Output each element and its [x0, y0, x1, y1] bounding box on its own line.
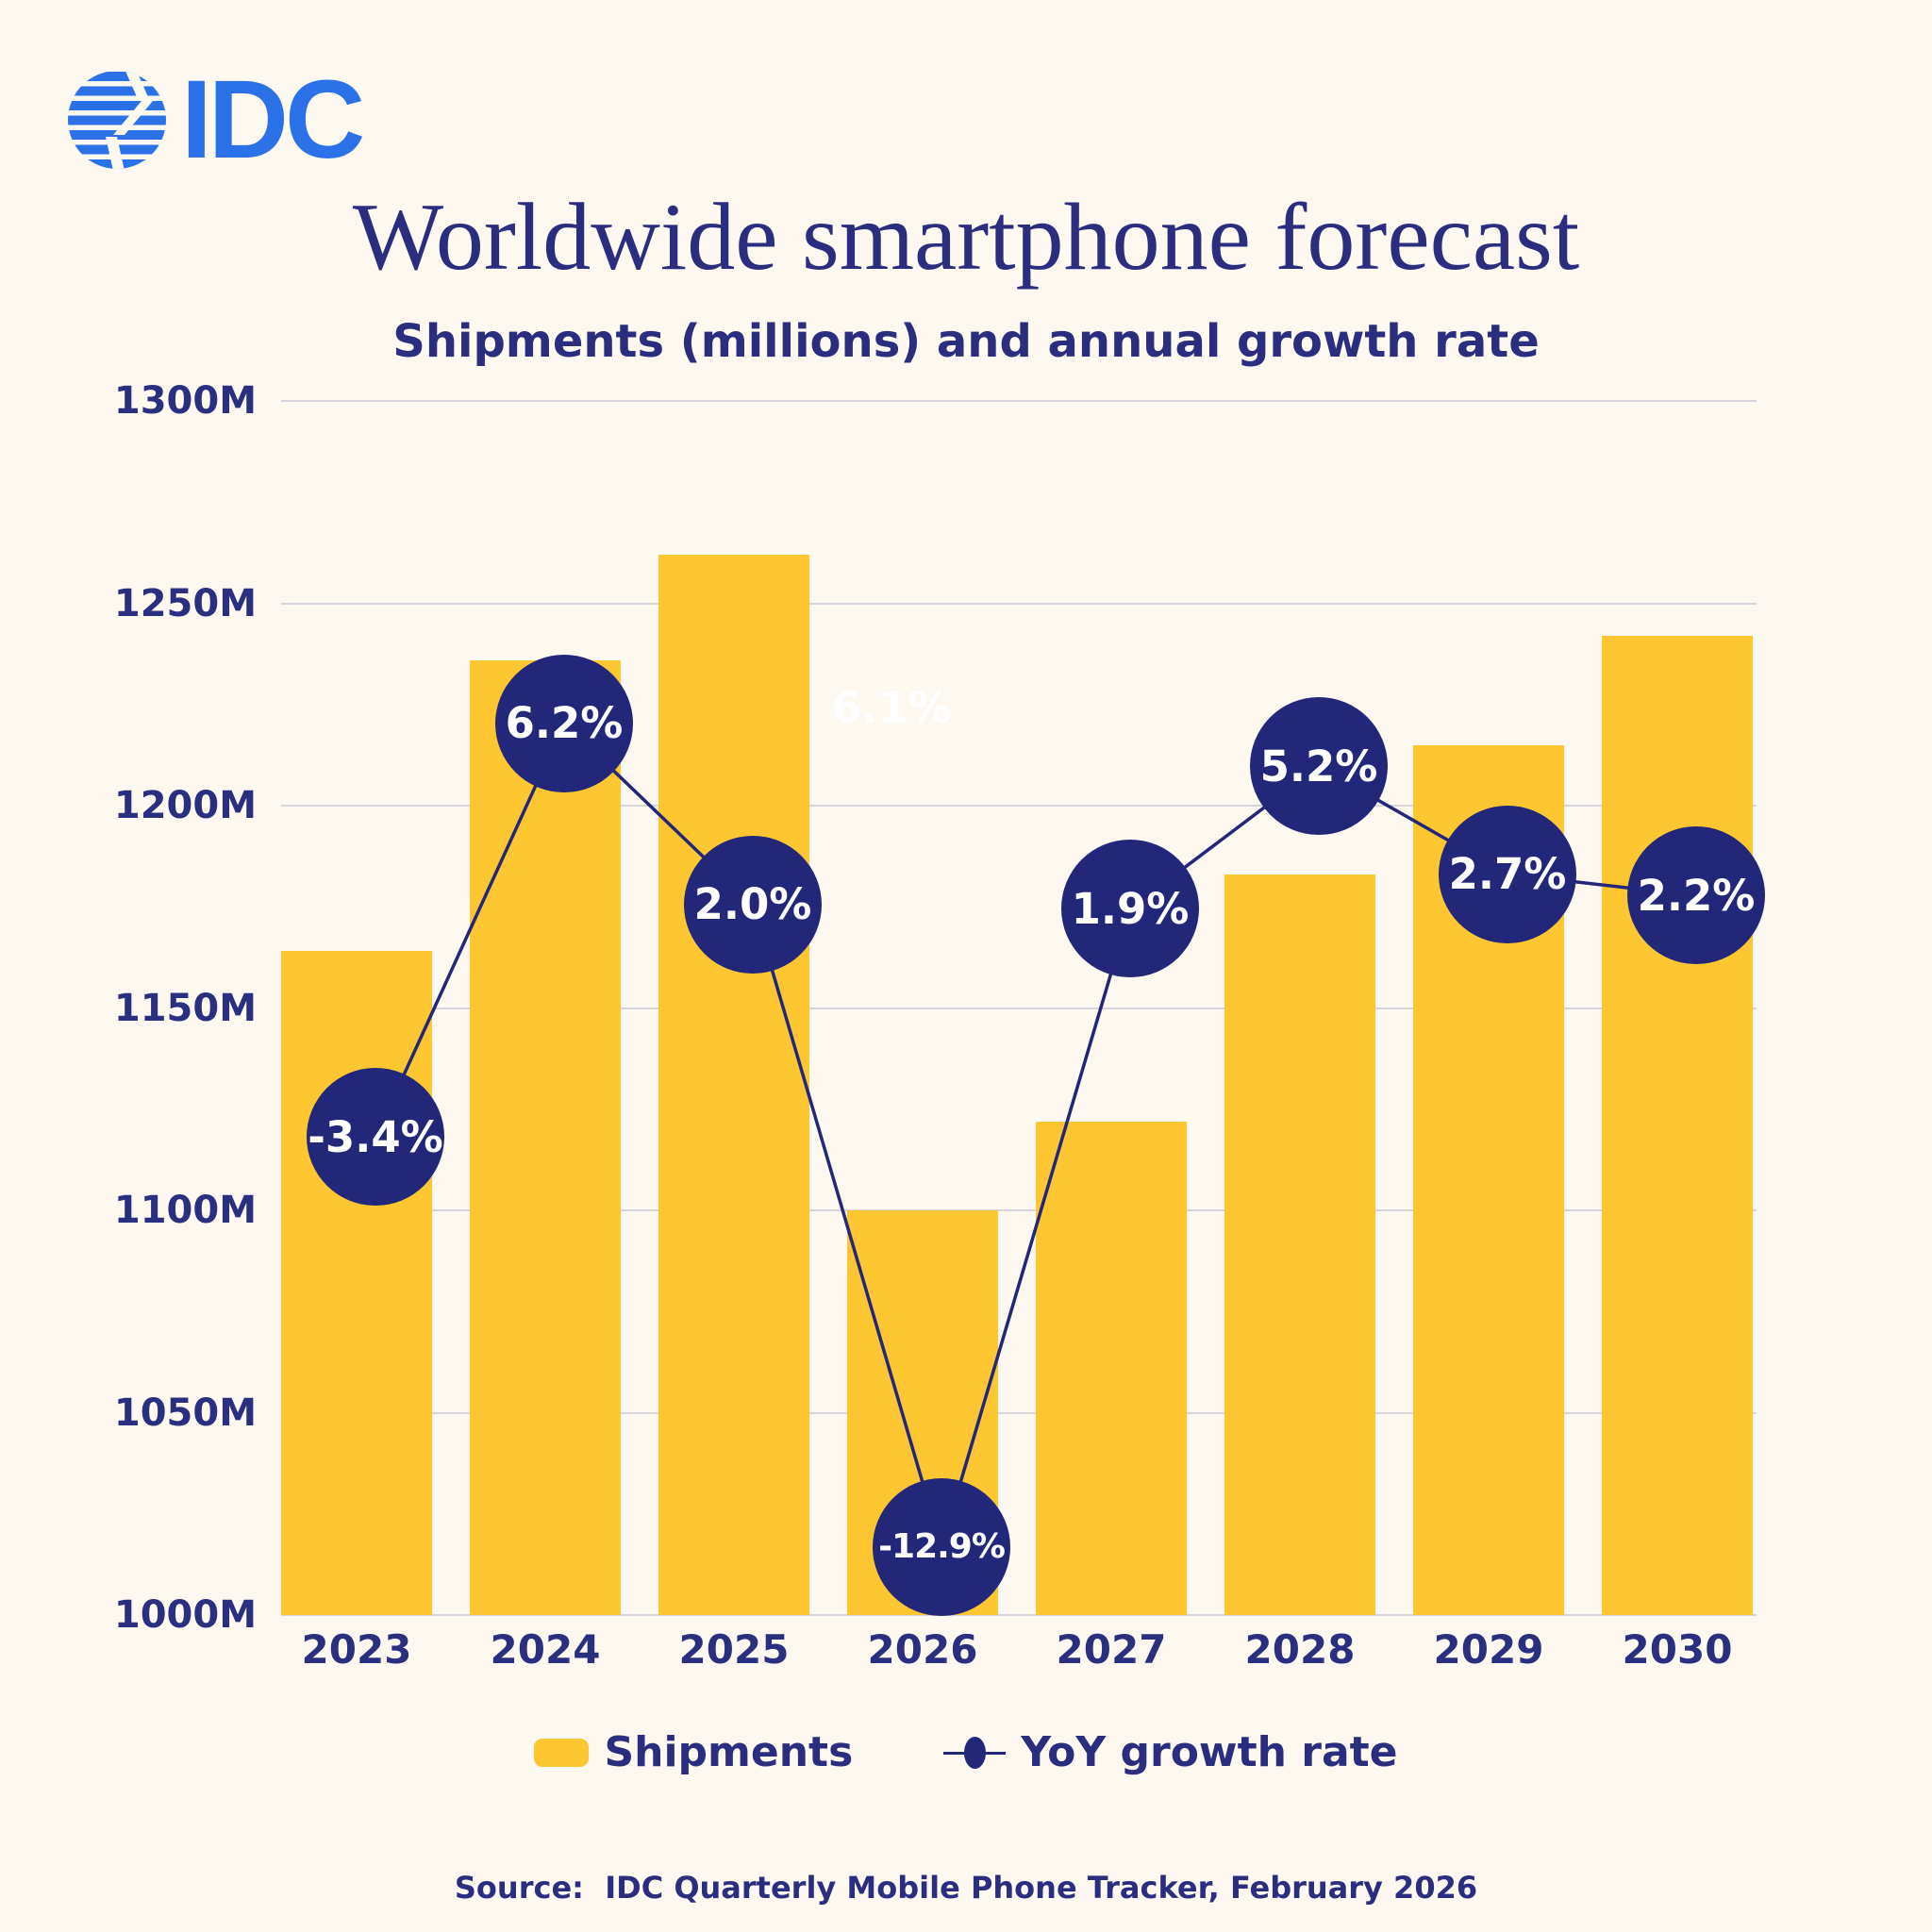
x-axis-tick-2024: 2024	[490, 1626, 601, 1673]
idc-logo-text: IDC	[181, 58, 365, 182]
growth-bubble-2023: -3.4%	[307, 1068, 444, 1207]
ghost-growth-label: 6.1%	[831, 682, 952, 733]
gridline-1200M	[281, 805, 1757, 807]
x-axis-tick-2025: 2025	[678, 1626, 790, 1673]
x-axis-tick-2026: 2026	[867, 1626, 978, 1673]
y-axis-tick-1200M: 1200M	[113, 784, 257, 827]
x-axis-tick-2029: 2029	[1433, 1626, 1544, 1673]
chart-title: Worldwide smartphone forecast	[352, 184, 1580, 291]
y-axis-tick-1000M: 1000M	[113, 1593, 257, 1637]
x-axis-tick-2028: 2028	[1244, 1626, 1356, 1673]
growth-bubble-2027: 1.9%	[1061, 840, 1199, 978]
shipments-swatch-icon	[534, 1739, 590, 1767]
legend-label-growth: YoY growth rate	[1021, 1728, 1398, 1776]
legend: Shipments YoY growth rate	[0, 1732, 1932, 1774]
legend-item-shipments: Shipments	[534, 1732, 853, 1774]
y-axis-tick-1250M: 1250M	[113, 581, 257, 625]
y-axis-tick-1050M: 1050M	[113, 1391, 257, 1435]
shipments-bar-2030	[1602, 635, 1753, 1615]
x-axis-tick-2023: 2023	[301, 1626, 412, 1673]
idc-globe-icon	[68, 71, 166, 169]
growth-bubble-2026: -12.9%	[873, 1477, 1010, 1616]
shipments-bar-2027	[1036, 1121, 1187, 1615]
growth-bubble-2029: 2.7%	[1439, 805, 1576, 943]
growth-bubble-2030: 2.2%	[1627, 826, 1765, 965]
y-axis-tick-1300M: 1300M	[113, 379, 257, 423]
gridline-1300M	[281, 400, 1757, 402]
x-axis-tick-2030: 2030	[1622, 1626, 1733, 1673]
legend-label-shipments: Shipments	[604, 1728, 854, 1776]
y-axis-tick-1100M: 1100M	[113, 1189, 257, 1232]
gridline-1150M	[281, 1007, 1757, 1009]
shipments-bar-2025	[658, 555, 809, 1615]
y-axis-tick-1150M: 1150M	[113, 986, 257, 1030]
shipments-bar-2024	[470, 659, 621, 1615]
chart-subtitle: Shipments (millions) and annual growth r…	[392, 315, 1540, 368]
growth-bubble-2028: 5.2%	[1250, 697, 1388, 836]
gridline-1000M	[281, 1614, 1757, 1616]
x-axis-tick-2027: 2027	[1056, 1626, 1167, 1673]
gridline-1250M	[281, 602, 1757, 605]
source-note: Source: IDC Quarterly Mobile Phone Track…	[454, 1870, 1478, 1906]
gridline-1050M	[281, 1411, 1757, 1414]
idc-logo: IDC	[66, 58, 365, 182]
gridline-1100M	[281, 1209, 1757, 1211]
growth-bubble-2024: 6.2%	[495, 654, 633, 792]
growth-line-dot-icon	[943, 1736, 1007, 1770]
legend-item-growth: YoY growth rate	[943, 1728, 1398, 1776]
growth-bubble-2025: 2.0%	[684, 835, 822, 974]
shipments-bar-2023	[281, 951, 432, 1615]
shipments-bar-2028	[1224, 874, 1375, 1615]
